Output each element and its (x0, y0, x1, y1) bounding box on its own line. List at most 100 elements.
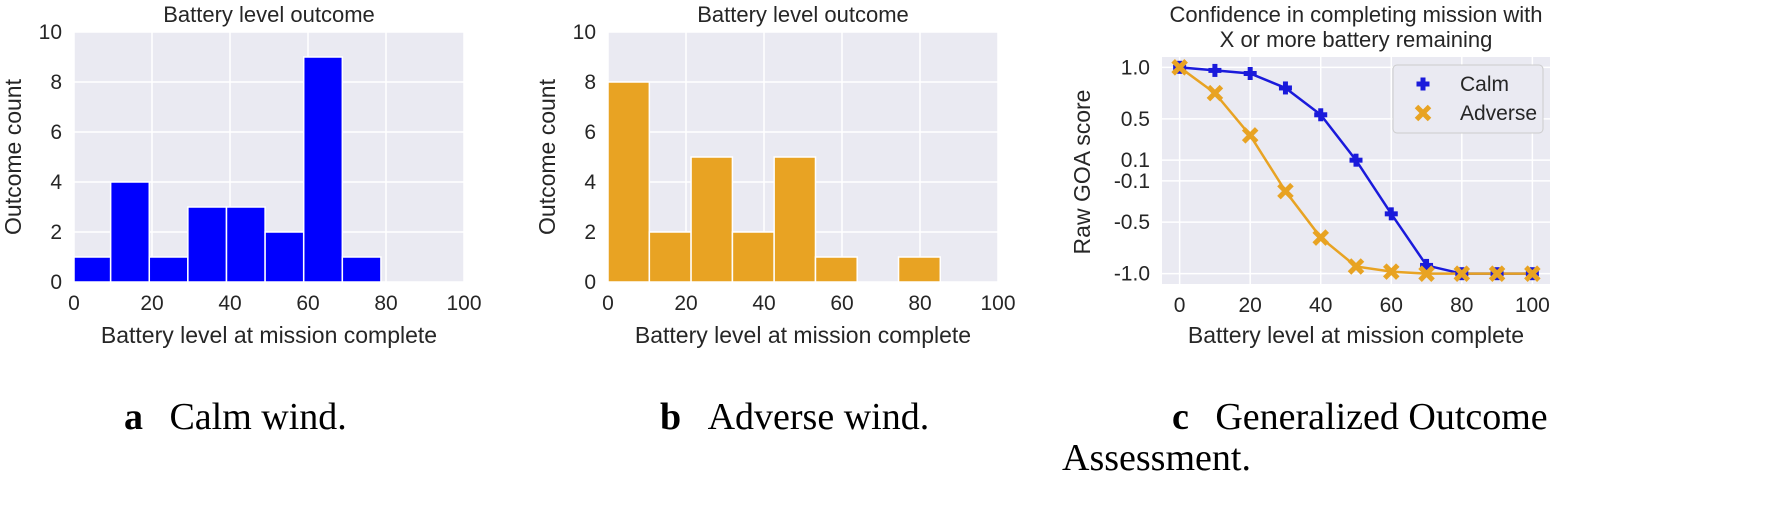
x-axis-label-b: Battery level at mission complete (635, 322, 971, 348)
y-tick-label: 4 (584, 171, 596, 194)
x-tick-label: 80 (908, 292, 931, 315)
panel-c-goa-line-chart: 0 20 40 60 80 100 1.0 0.5 0.1-0.1 -0.5 -1.0 Confid… (1062, 2, 1550, 479)
y-tick-label: 0 (584, 271, 596, 294)
x-axis-label-a: Battery level at mission complete (101, 322, 437, 348)
chart-title-c-line-2: X or more battery remaining (1220, 27, 1493, 52)
x-tick-label: 60 (830, 292, 853, 315)
legend-label-calm: Calm (1460, 73, 1509, 96)
x-tick-label: 0 (1174, 294, 1186, 317)
y-tick-label: 0.1 (1121, 149, 1150, 172)
histogram-bar (264, 231, 305, 283)
y-tick-label: 2 (50, 221, 62, 244)
y-tick-label: 8 (584, 71, 596, 94)
data-point-adverse (1241, 127, 1259, 144)
x-tick-label: 80 (374, 292, 397, 315)
data-point-calm (1420, 258, 1434, 272)
data-point-adverse (1524, 265, 1541, 282)
legend-marker-calm (1416, 77, 1430, 91)
caption-letter-b: b (660, 396, 681, 438)
panel-a-calm-histogram: 0 20 40 60 80 100 0 2 4 6 8 10 Battery level outcom… (0, 2, 482, 438)
y-axis-label-b: Outcome count (534, 78, 560, 235)
legend-marker-glyph-calm (1416, 77, 1430, 91)
histogram-bar (148, 256, 189, 283)
x-tick-label: 0 (602, 292, 614, 315)
y-tick-label: -1.0 (1114, 263, 1150, 286)
caption-b: b Adverse wind. (660, 396, 929, 438)
x-tick-label: 0 (68, 292, 80, 315)
histogram-bar (225, 206, 266, 283)
histogram-bar (648, 231, 692, 283)
y-tick-label: 10 (39, 21, 62, 44)
x-tick-label: 60 (296, 292, 319, 315)
histogram-bar (341, 256, 382, 283)
y-tick-label: -0.5 (1114, 211, 1150, 234)
y-tick-label: 8 (50, 71, 62, 94)
data-point-calm (1314, 108, 1328, 122)
data-point-adverse (1171, 59, 1188, 76)
histogram-bar (690, 156, 734, 283)
x-tick-label: 40 (1309, 294, 1332, 317)
chart-title-a: Battery level outcome (163, 2, 375, 27)
panel-b-adverse-histogram: 0 20 40 60 80 100 0 2 4 6 8 10 Battery level outcom… (534, 2, 1016, 438)
caption-text-a: Calm wind. (169, 396, 346, 438)
data-point-calm (1349, 153, 1363, 167)
histogram-bar (109, 181, 151, 283)
x-tick-label: 20 (1239, 294, 1262, 317)
y-axis-label-c: Raw GOA score (1069, 90, 1095, 255)
data-point-adverse (1277, 182, 1294, 200)
data-point-calm (1243, 67, 1257, 81)
legend-box (1392, 64, 1544, 134)
data-point-adverse (1488, 265, 1506, 282)
x-tick-label: 20 (140, 292, 163, 315)
histogram-bar (73, 256, 112, 283)
data-point-adverse (1418, 265, 1435, 282)
caption-text-c-wrap: Assessment. (1062, 437, 1251, 479)
chart-title-b: Battery level outcome (697, 2, 909, 27)
y-tick-label: 0 (50, 271, 62, 294)
histogram-bar (607, 81, 651, 283)
caption-c: c Generalized Outcome (1172, 396, 1548, 438)
y-tick-label: 0.5 (1121, 108, 1150, 131)
caption-text-c: Generalized Outcome (1215, 396, 1547, 438)
histogram-bar (187, 206, 228, 283)
histogram-bar (773, 156, 817, 283)
y-tick-label: -0.1 (1114, 170, 1150, 193)
histogram-bar (731, 231, 775, 283)
y-tick-label: 1.0 (1121, 56, 1150, 79)
y-tick-label: 4 (50, 171, 62, 194)
data-point-adverse (1206, 84, 1224, 102)
legend-marker-glyph-adverse (1414, 104, 1432, 122)
histogram-bar (814, 256, 858, 283)
caption-letter-c: c (1172, 396, 1189, 438)
x-tick-label: 20 (674, 292, 697, 315)
y-tick-label: 10 (573, 21, 596, 44)
histogram-bar (897, 256, 942, 283)
x-tick-label: 100 (1515, 294, 1550, 317)
data-point-adverse (1453, 265, 1471, 282)
data-point-adverse (1347, 258, 1365, 275)
data-point-adverse (1383, 263, 1400, 280)
chart-title-c-line-1: Confidence in completing mission with (1170, 2, 1543, 27)
caption-letter-a: a (124, 396, 143, 438)
y-tick-label: 6 (50, 121, 62, 144)
x-tick-label: 80 (1450, 294, 1473, 317)
data-point-adverse (1312, 229, 1329, 246)
legend-label-adverse: Adverse (1460, 102, 1537, 125)
data-point-calm (1384, 207, 1398, 221)
y-axis-label-a: Outcome count (0, 78, 26, 235)
legend-c: Calm Adverse (1392, 64, 1544, 134)
y-tick-label: 2 (584, 221, 596, 244)
x-tick-label: 40 (218, 292, 241, 315)
data-point-calm (1278, 81, 1292, 95)
caption-text-b: Adverse wind. (708, 396, 930, 438)
legend-marker-adverse (1414, 104, 1432, 122)
x-axis-label-c: Battery level at mission complete (1188, 322, 1524, 348)
x-tick-label: 40 (752, 292, 775, 315)
caption-a: a Calm wind. (124, 396, 347, 438)
x-tick-label: 100 (446, 292, 481, 315)
y-tick-label: 6 (584, 121, 596, 144)
data-point-calm (1208, 63, 1222, 77)
histogram-bar (302, 56, 344, 283)
x-tick-label: 60 (1380, 294, 1403, 317)
